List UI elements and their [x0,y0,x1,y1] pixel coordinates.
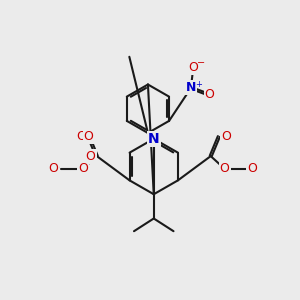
Text: +: + [195,80,202,89]
Text: N: N [186,82,196,94]
Text: O: O [76,130,86,143]
Text: O: O [78,162,88,175]
Text: N: N [148,132,160,146]
Text: −: − [197,58,206,68]
Text: O: O [49,162,59,175]
Text: O: O [221,130,231,143]
Text: O: O [84,130,94,143]
Text: O: O [188,61,198,74]
Text: O: O [86,150,96,163]
Text: O: O [78,162,88,175]
Text: O: O [205,88,214,101]
Text: O: O [220,162,230,175]
Text: O: O [49,162,58,175]
Text: O: O [248,162,257,175]
